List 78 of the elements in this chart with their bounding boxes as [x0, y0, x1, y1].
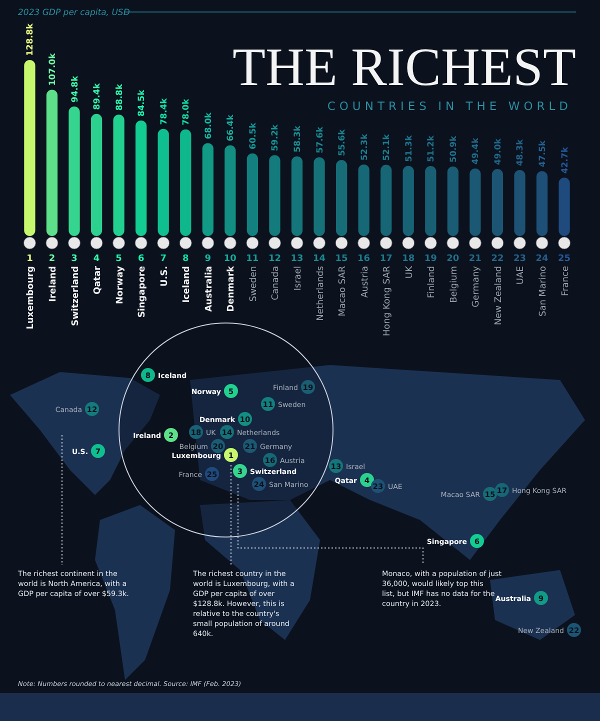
data-label: 51.2k	[426, 135, 437, 162]
x-tick-label: Finland	[427, 266, 438, 298]
x-tick-label: Switzerland	[70, 266, 81, 326]
data-label: 66.4k	[226, 114, 236, 142]
data-label: 47.5k	[538, 140, 548, 168]
chart-title: THE RICHEST	[232, 37, 576, 97]
x-tick-label: Ireland	[48, 266, 58, 302]
x-tick-label: Iceland	[182, 266, 192, 303]
text: 19	[424, 254, 437, 264]
text: 4	[93, 254, 100, 264]
text: COUNTRIES IN THE WORLD	[327, 99, 572, 113]
text: 20	[446, 254, 460, 264]
x-tick-label: Sweden	[248, 266, 259, 302]
text: 2	[48, 254, 56, 264]
x-tick-label: Germany	[472, 265, 482, 308]
data-label: 52.1k	[382, 134, 392, 161]
x-tick-label: Netherlands	[316, 266, 326, 321]
data-label: 88.8k	[114, 84, 125, 111]
text: 17	[380, 254, 392, 264]
text: 21	[468, 254, 482, 264]
x-tick-label: San Marino	[538, 266, 549, 316]
data-label: 49.0k	[493, 138, 504, 166]
data-label: 50.9k	[448, 135, 459, 162]
data-label: 60.5k	[248, 122, 258, 150]
text: 10	[224, 254, 236, 264]
data-label: 94.8k	[70, 75, 80, 102]
text: 16	[358, 254, 370, 264]
text: 3	[71, 254, 78, 264]
data-label: 84.5k	[137, 90, 148, 117]
x-tick-label: France	[560, 266, 571, 296]
data-label: 78.4k	[159, 98, 170, 125]
x-tick-label: U.S.	[160, 266, 170, 287]
text: 23	[513, 254, 526, 264]
y-axis-title: 2023 GDP per capita, USD	[18, 8, 130, 18]
x-tick-label: New Zealand	[494, 266, 504, 326]
data-label: 128.8k	[26, 23, 36, 56]
x-tick-label: Denmark	[226, 264, 237, 312]
x-tick-label: Austria	[360, 266, 370, 298]
text: 5	[116, 254, 122, 264]
x-tick-label: UAE	[516, 266, 526, 284]
data-label: 68.0k	[204, 112, 214, 140]
data-label: 49.4k	[471, 138, 482, 164]
x-tick-label: Qatar	[93, 265, 104, 295]
text: 9	[204, 254, 212, 264]
data-label: 59.2k	[270, 124, 281, 152]
data-label: 107.0k	[48, 52, 58, 86]
data-label: 78.0k	[182, 98, 192, 126]
x-tick-label: UK	[404, 264, 415, 278]
x-tick-label: Singapore	[138, 266, 148, 318]
data-label: 51.3k	[404, 134, 414, 162]
x-tick-label: Belgium	[449, 266, 460, 303]
x-tick-label: Hong Kong SAR	[382, 266, 393, 336]
text: 15	[335, 254, 348, 264]
text: 8	[182, 254, 189, 264]
text: 24	[536, 254, 548, 264]
text: 6	[138, 254, 144, 264]
text: 12	[268, 254, 281, 264]
x-tick-label: Luxembourg	[26, 266, 36, 330]
x-tick-label: Macao SAR	[338, 266, 348, 316]
data-label: 55.6k	[338, 129, 348, 156]
x-tick-label: Canada	[271, 266, 282, 300]
text: 22	[491, 254, 504, 264]
x-tick-label: Australia	[204, 266, 214, 312]
data-label: 89.4k	[92, 82, 103, 110]
x-tick-label: Israel	[294, 266, 304, 291]
text: 7	[160, 254, 166, 264]
data-label: 48.3k	[516, 139, 526, 166]
text: 18	[402, 254, 415, 264]
data-label: 42.7k	[560, 146, 570, 174]
text: 25	[558, 254, 571, 264]
text: 1	[26, 254, 33, 264]
data-label: 58.3k	[293, 125, 303, 152]
text: 14	[313, 254, 326, 264]
text: 11	[246, 254, 259, 264]
data-label: 52.3k	[360, 134, 370, 161]
text: 13	[290, 254, 304, 264]
x-tick-label: Norway	[115, 266, 126, 304]
data-label: 57.6k	[315, 126, 326, 154]
